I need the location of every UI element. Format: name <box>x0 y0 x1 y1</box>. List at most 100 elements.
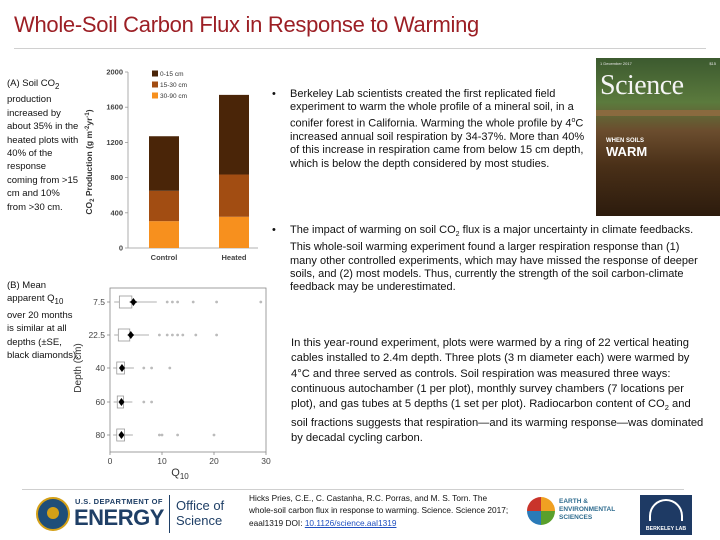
footer-divider <box>22 489 684 490</box>
cover-headline: WHEN SOILS WARM <box>606 138 648 159</box>
bullet-1: Berkeley Lab scientists created the firs… <box>272 88 592 171</box>
slide-title: Whole-Soil Carbon Flux in Response to Wa… <box>14 12 479 37</box>
bullet-1-degree: o <box>571 117 576 125</box>
doe-logo-divider <box>169 495 170 533</box>
box-outlier-point <box>171 333 174 337</box>
bullet-2-sub: 2 <box>455 231 460 239</box>
box-outlier-point <box>142 366 146 370</box>
legend-swatch <box>152 81 158 88</box>
box-outlier-point <box>171 300 174 304</box>
box-y-axis-label: Depth (cm) <box>73 343 84 392</box>
caption-a-text-1: (A) Soil CO <box>7 78 56 89</box>
paragraph-part-2: and soil fractions suggests that respira… <box>291 398 704 445</box>
box-y-tick-label: 80 <box>96 430 106 440</box>
box-outlier-point <box>160 433 164 437</box>
ees-text: EARTH & ENVIRONMENTAL SCIENCES <box>559 498 615 521</box>
box-outlier-point <box>165 300 169 304</box>
box-y-tick-label: 22.5 <box>88 330 105 340</box>
box-outlier-point <box>194 333 198 337</box>
box-outlier-point <box>168 366 172 370</box>
stacked-bar-chart: 0 400 800 1200 1600 2000 Control Heated 0-15 cm… <box>84 68 258 262</box>
ees-line-3: SCIENCES <box>559 513 593 521</box>
bullet-1-part-1: Berkeley Lab scientists created the firs… <box>290 88 574 131</box>
bar-y-tick-label: 0 <box>119 244 123 253</box>
box-x-tick-label: 0 <box>108 456 113 466</box>
bar-category-label: Control <box>151 253 178 262</box>
title-divider <box>14 48 706 49</box>
caption-b-text-1: (B) Mean apparent Q <box>7 280 55 305</box>
box-outlier-point <box>191 300 195 304</box>
box-x-axis-label: Q10 <box>171 467 189 480</box>
bullet-2-part-2: flux is a major uncertainty in climate f… <box>290 224 698 293</box>
caption-a-text-2: production increased by about 35% in the… <box>7 94 79 213</box>
q10-depth-chart: 0 10 20 30 7.5 22.5 40 60 80 Depth (cm) Q10 <box>73 287 271 480</box>
box-y-tick-label: 7.5 <box>93 297 105 307</box>
ees-mark-icon <box>527 497 555 525</box>
doe-office-line-1: Office of <box>176 498 225 513</box>
mean-diamond <box>118 364 125 372</box>
bullet-2-text: The impact of warming on soil CO2 flux i… <box>272 224 708 294</box>
bullet-2: The impact of warming on soil CO2 flux i… <box>272 224 708 294</box>
earth-environmental-sciences-logo: EARTH & ENVIRONMENTAL SCIENCES <box>527 496 639 532</box>
bar-segment <box>219 174 249 217</box>
legend-swatch <box>152 70 158 77</box>
box-outlier-point <box>259 300 263 304</box>
doe-office-of-science-logo: U.S. DEPARTMENT OF ENERGY Office of Scien… <box>36 493 241 537</box>
bar-y-tick-label: 1200 <box>106 138 123 147</box>
science-cover-image: 1 December 2017 $15 Science WHEN SOILS WAR… <box>596 58 720 216</box>
bar-segment <box>219 216 249 248</box>
bar-segment <box>149 190 179 222</box>
box-plot-frame <box>109 287 267 453</box>
paragraph-part-1: In this year-round experiment, plots wer… <box>291 337 690 411</box>
bar-segment <box>149 136 179 191</box>
box-outlier-point <box>176 300 179 304</box>
science-logo: Science <box>600 70 684 101</box>
box-outlier-point <box>176 433 179 437</box>
citation: Hicks Pries, C.E., C. Castanha, R.C. Por… <box>249 492 511 529</box>
bar-y-tick-label: 1600 <box>106 103 123 112</box>
mean-diamond <box>130 298 137 306</box>
box-outlier-point <box>158 333 161 337</box>
berkeley-lab-logo: BERKELEY LAB <box>640 495 692 535</box>
box-outlier-point <box>181 333 185 337</box>
bar-category-label: Heated <box>221 253 246 262</box>
box-outlier-point <box>215 300 219 304</box>
cover-price: $15 <box>709 61 716 66</box>
box-outlier-point <box>215 333 219 337</box>
caption-a-sub: 2 <box>55 81 60 91</box>
caption-b-text-2: over 20 months is similar at all depths … <box>7 309 79 361</box>
box-outlier-point <box>176 333 179 337</box>
ees-line-1: EARTH & <box>559 498 588 505</box>
experiment-paragraph: In this year-round experiment, plots wer… <box>291 336 706 446</box>
bar-y-tick-label: 800 <box>110 173 123 182</box>
box-outlier-point <box>142 400 146 404</box>
cover-soil-band <box>596 110 720 116</box>
box-y-tick-label: 40 <box>96 363 106 373</box>
caption-a: (A) Soil CO2 production increased by abo… <box>7 77 79 214</box>
caption-b-sub: 10 <box>54 297 64 307</box>
doe-office-text: Office of Science <box>176 498 224 528</box>
citation-text: Hicks Pries, C.E., C. Castanha, R.C. Por… <box>249 493 509 528</box>
bar-segment <box>149 221 179 248</box>
doe-energy-text: ENERGY <box>74 505 164 530</box>
legend-label: 30-90 cm <box>160 93 187 100</box>
doe-office-line-2: Science <box>176 513 223 528</box>
box-x-tick-label: 20 <box>209 456 219 466</box>
doe-dept-text: U.S. DEPARTMENT OF <box>75 497 163 506</box>
bullet-2-part-1: The impact of warming on soil CO <box>290 224 456 236</box>
legend-swatch <box>152 92 158 99</box>
box-outlier-point <box>212 433 216 437</box>
cover-date: 1 December 2017 <box>600 61 632 66</box>
cover-top-line: 1 December 2017 $15 <box>600 61 716 66</box>
box-outlier-point <box>150 400 153 404</box>
citation-doi-link[interactable]: 10.1126/science.aal1319 <box>304 517 397 528</box>
legend-label: 0-15 cm <box>160 71 183 78</box>
mean-diamond <box>118 431 125 439</box>
cover-headline-big: WARM <box>606 144 648 159</box>
legend-label: 15-30 cm <box>160 82 187 89</box>
box-outlier-point <box>165 333 169 337</box>
box-y-tick-label: 60 <box>96 397 106 407</box>
box-outlier-point <box>150 366 153 370</box>
bullet-1-part-2: C increased annual soil respiration by 3… <box>290 118 585 170</box>
caption-b: (B) Mean apparent Q10 over 20 months is … <box>7 279 79 362</box>
